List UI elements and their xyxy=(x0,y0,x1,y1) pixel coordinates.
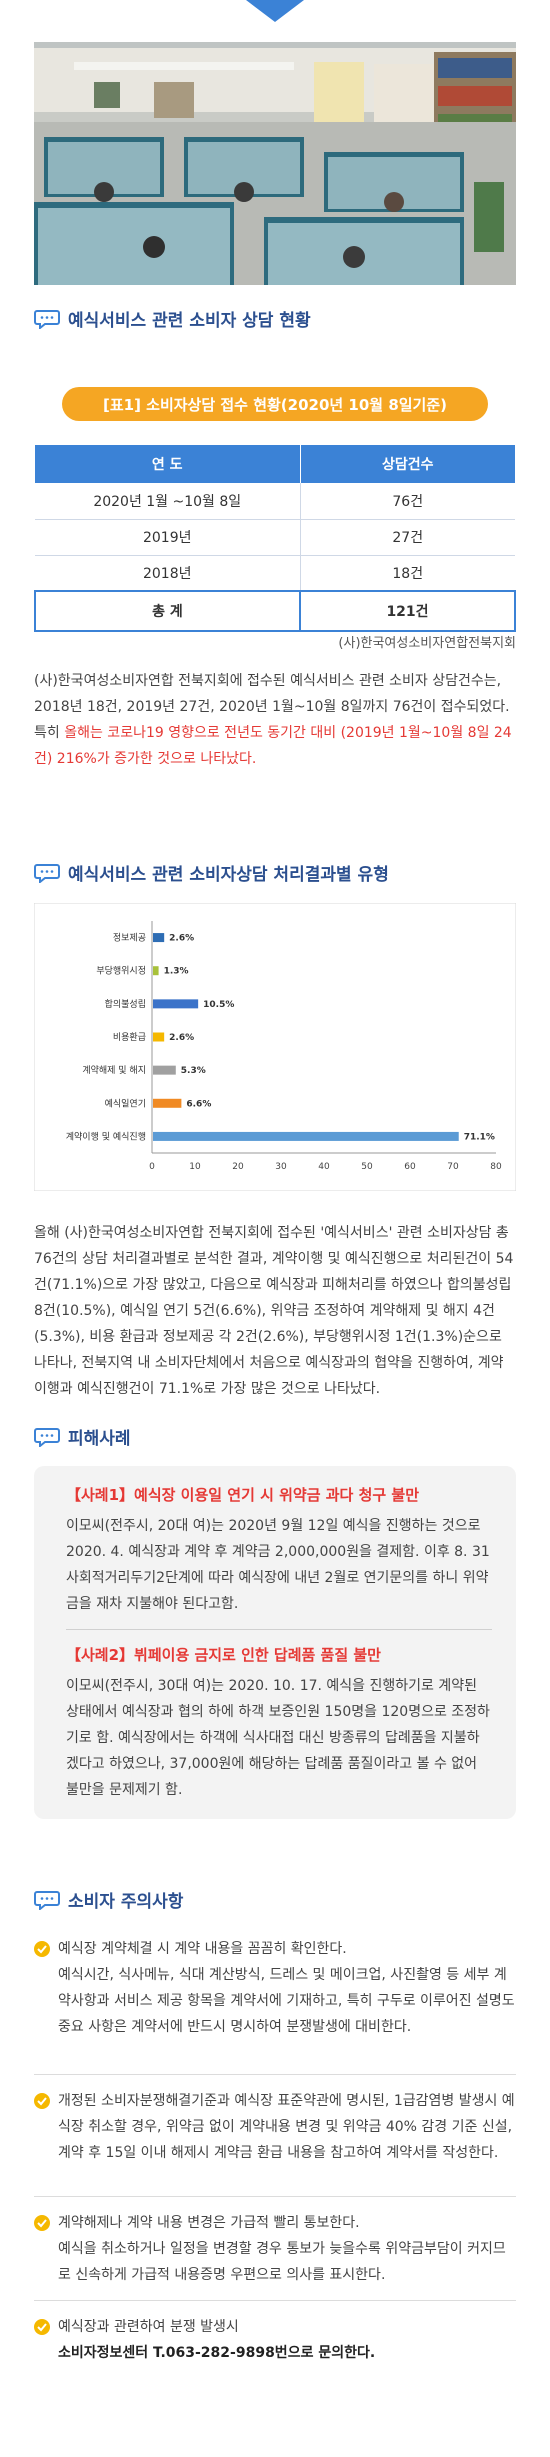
category-label: 계약해제 및 해지 xyxy=(82,1064,146,1076)
caution-lead: 계약해제나 계약 내용 변경은 가급적 빨리 통보한다. xyxy=(58,2215,360,2231)
section-title-consult-status: 예식서비스 관련 소비자 상담 현황 xyxy=(34,306,311,331)
table-total-value: 121건 xyxy=(299,590,516,632)
paragraph-text: (사)한국여성소비자연합 전북지회에 접수된 예식서비스 관련 소비자 상담건수… xyxy=(34,673,510,741)
bar xyxy=(153,1131,459,1141)
check-circle-icon xyxy=(34,2093,50,2109)
chat-bubble-icon xyxy=(34,309,60,329)
value-label: 5.3% xyxy=(181,1066,206,1076)
category-label: 합의불성립 xyxy=(105,999,146,1010)
caution-lead: 개정된 소비자분쟁해결기준과 예식장 표준약관에 명시된, 1급감염병 발생시 … xyxy=(58,2093,515,2161)
bar xyxy=(153,1098,182,1108)
consult-table: 연 도 상담건수 2020년 1월 ~10월 8일 76건 2019년 27건 … xyxy=(34,445,516,632)
paragraph-highlight: 올해는 코로나19 영향으로 전년도 동기간 대비 (2019년 1월~10월 … xyxy=(34,725,512,767)
consult-paragraph: (사)한국여성소비자연합 전북지회에 접수된 예식서비스 관련 소비자 상담건수… xyxy=(34,668,516,772)
x-tick-label: 80 xyxy=(490,1162,502,1172)
table-source: (사)한국여성소비자연합전북지회 xyxy=(338,636,516,651)
section-title-text: 피해사례 xyxy=(68,1429,131,1449)
caution-lead: 예식장 계약체결 시 계약 내용을 꼼꼼히 확인한다. xyxy=(58,1941,347,1957)
table-cell-year: 2020년 1월 ~10월 8일 xyxy=(35,483,301,520)
table-cell-count: 76건 xyxy=(300,483,515,520)
table-row: 2020년 1월 ~10월 8일 76건 xyxy=(35,483,515,520)
bar xyxy=(153,966,159,976)
value-label: 10.5% xyxy=(203,1000,234,1010)
case-divider xyxy=(66,1629,492,1630)
x-tick-label: 60 xyxy=(404,1162,416,1172)
bar xyxy=(153,933,165,943)
table-cell-count: 27건 xyxy=(300,519,515,556)
table-total-label: 총 계 xyxy=(34,590,301,632)
x-tick-label: 50 xyxy=(361,1162,373,1172)
x-tick-label: 10 xyxy=(189,1162,201,1172)
caution-body: 소비자정보센터 T.063-282-9898번으로 문의한다. xyxy=(58,2345,376,2361)
table-header-count: 상담건수 xyxy=(300,445,515,483)
caution-item: 예식장과 관련하여 분쟁 발생시 소비자정보센터 T.063-282-9898번… xyxy=(34,2314,516,2366)
bar xyxy=(153,1032,165,1042)
table-header-year: 연 도 xyxy=(35,445,301,483)
caution-item: 예식장 계약체결 시 계약 내용을 꼼꼼히 확인한다. 예식시간, 식사메뉴, … xyxy=(34,1936,516,2040)
value-label: 1.3% xyxy=(164,967,189,977)
caution-divider xyxy=(34,2300,516,2301)
value-label: 71.1% xyxy=(464,1132,495,1142)
section-title-result-types: 예식서비스 관련 소비자상담 처리결과별 유형 xyxy=(34,860,389,885)
check-circle-icon xyxy=(34,2319,50,2335)
value-label: 2.6% xyxy=(169,934,194,944)
bar xyxy=(153,999,199,1009)
table-row: 2019년 27건 xyxy=(35,519,515,556)
caution-body: 예식시간, 식사메뉴, 식대 계산방식, 드레스 및 메이크업, 사진촬영 등 … xyxy=(58,1967,515,2035)
table-cell-count: 18건 xyxy=(300,555,515,592)
value-label: 2.6% xyxy=(169,1033,194,1043)
chat-bubble-icon xyxy=(34,1890,60,1910)
office-photo xyxy=(34,42,516,285)
section-title-text: 소비자 주의사항 xyxy=(68,1892,184,1912)
x-tick-label: 0 xyxy=(149,1162,155,1172)
caution-item: 계약해제나 계약 내용 변경은 가급적 빨리 통보한다. 예식을 취소하거나 일… xyxy=(34,2210,516,2288)
x-tick-label: 70 xyxy=(447,1162,459,1172)
category-label: 부당행위시정 xyxy=(96,965,146,977)
check-circle-icon xyxy=(34,2215,50,2231)
x-tick-label: 30 xyxy=(275,1162,287,1172)
case-text: 이모씨(전주시, 20대 여)는 2020년 9월 12일 예식을 진행하는 것… xyxy=(66,1518,490,1612)
case-title: 【사례2】뷔페이용 금지로 인한 답례품 품질 불만 xyxy=(66,1646,381,1664)
table-row: 2018년 18건 xyxy=(35,555,515,592)
chat-bubble-icon xyxy=(34,863,60,883)
caution-item: 개정된 소비자분쟁해결기준과 예식장 표준약관에 명시된, 1급감염병 발생시 … xyxy=(34,2088,516,2166)
caution-divider xyxy=(34,2074,516,2075)
down-arrow-icon xyxy=(246,0,304,22)
section-title-cautions: 소비자 주의사항 xyxy=(34,1887,183,1912)
caution-lead: 예식장과 관련하여 분쟁 발생시 xyxy=(58,2319,239,2335)
table-total-row: 총 계 121건 xyxy=(34,590,516,632)
case-text: 이모씨(전주시, 30대 여)는 2020. 10. 17. 예식을 진행하기로… xyxy=(66,1678,490,1798)
cases-box: 【사례1】예식장 이용일 연기 시 위약금 과다 청구 불만 이모씨(전주시, … xyxy=(34,1466,516,1819)
section-title-text: 예식서비스 관련 소비자상담 처리결과별 유형 xyxy=(68,865,389,885)
x-tick-label: 20 xyxy=(232,1162,244,1172)
chat-bubble-icon xyxy=(34,1427,60,1447)
caution-body: 예식을 취소하거나 일정을 변경할 경우 통보가 늦을수록 위약금부담이 커지므… xyxy=(58,2241,506,2283)
value-label: 6.6% xyxy=(186,1099,211,1109)
category-label: 정보제공 xyxy=(113,933,146,944)
category-label: 계약이행 및 예식진행 xyxy=(66,1130,146,1142)
table-header-row: 연 도 상담건수 xyxy=(35,445,515,483)
table-cell-year: 2019년 xyxy=(35,519,301,556)
x-tick-label: 40 xyxy=(318,1162,330,1172)
section-title-text: 예식서비스 관련 소비자 상담 현황 xyxy=(68,311,311,331)
section-title-cases: 피해사례 xyxy=(34,1424,131,1449)
table-cell-year: 2018년 xyxy=(35,555,301,592)
case-title: 【사례1】예식장 이용일 연기 시 위약금 과다 청구 불만 xyxy=(66,1486,419,1504)
analysis-paragraph: 올해 (사)한국여성소비자연합 전북지회에 접수된 '예식서비스' 관련 소비자… xyxy=(34,1225,514,1397)
bar xyxy=(153,1065,176,1075)
table-caption: [표1] 소비자상담 접수 현황(2020년 10월 8일기준) xyxy=(62,387,488,421)
caution-divider xyxy=(34,2196,516,2197)
category-label: 비용환급 xyxy=(113,1031,146,1043)
category-label: 예식일연기 xyxy=(105,1098,146,1109)
check-circle-icon xyxy=(34,1941,50,1957)
result-type-chart: 0 10 20 30 40 50 60 70 80 정보제공 2.6% 부당행위시정 1.3% 합의불성립… xyxy=(34,903,516,1191)
